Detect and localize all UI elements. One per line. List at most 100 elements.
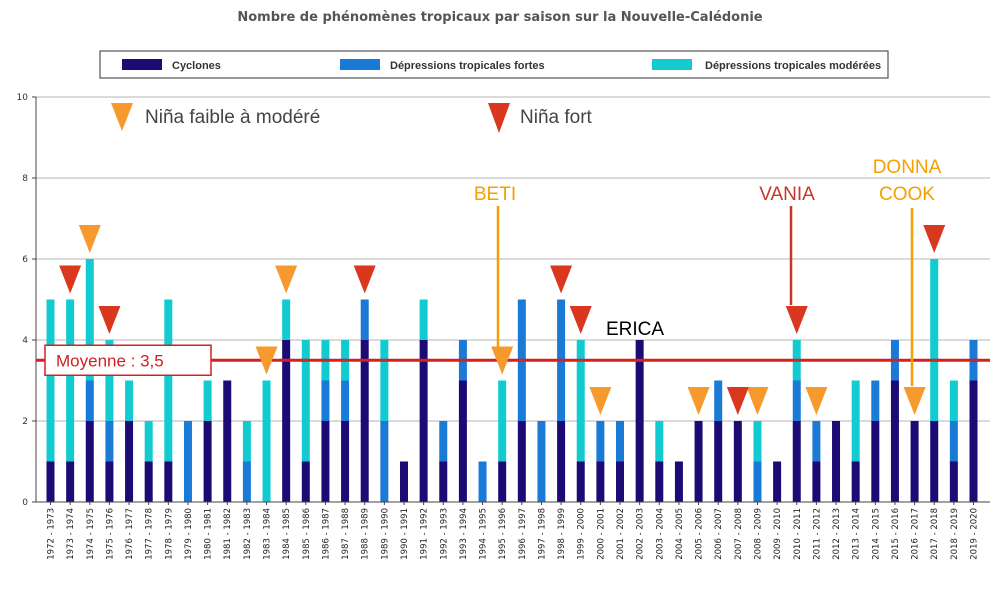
bar-segment-series-0 xyxy=(910,421,919,502)
nina-fort-marker xyxy=(569,306,592,334)
x-tick-label: 1998 - 1999 xyxy=(557,508,567,560)
bar-segment-series-0 xyxy=(635,340,644,502)
mean-label: Moyenne : 3,5 xyxy=(56,351,164,370)
bar-segment-series-0 xyxy=(223,380,232,502)
bar-segment-series-0 xyxy=(890,380,899,502)
nina-fort-marker xyxy=(785,306,808,334)
bar-segment-series-0 xyxy=(341,421,350,502)
nina-markers xyxy=(59,225,946,415)
y-tick-label: 6 xyxy=(22,255,28,265)
bar-segment-series-2 xyxy=(930,259,939,421)
bar-segment-series-2 xyxy=(262,380,271,502)
legend-swatch-fortes xyxy=(340,59,380,70)
bar-segment-series-1 xyxy=(871,380,880,421)
bar-segment-series-2 xyxy=(46,299,55,462)
y-tick-label: 8 xyxy=(22,174,28,184)
x-tick-label: 1994 - 1995 xyxy=(479,508,489,560)
erica-label: ERICA xyxy=(606,319,664,340)
bar-segment-series-2 xyxy=(66,299,75,462)
nina-legend: Niña faible à modéré Niña fort xyxy=(111,103,593,133)
mean-annotation: Moyenne : 3,5 xyxy=(36,344,990,376)
x-tick-label: 2017 - 2018 xyxy=(930,508,940,560)
x-tick-label: 2001 - 2002 xyxy=(616,508,626,560)
bar-segment-series-0 xyxy=(282,340,291,502)
x-tick-label: 1991 - 1992 xyxy=(420,508,430,560)
nina-faible-marker xyxy=(805,387,828,415)
bar-segment-series-0 xyxy=(949,461,958,502)
bar-segment-series-1 xyxy=(242,461,251,502)
bar-segment-series-1 xyxy=(439,421,448,462)
bar-segment-series-0 xyxy=(773,461,782,502)
x-tick-label: 1979 - 1980 xyxy=(184,508,194,560)
nina-fort-marker xyxy=(353,265,376,294)
nina-fort-marker xyxy=(59,265,82,294)
bar-segment-series-0 xyxy=(694,421,703,502)
x-tick-label: 1978 - 1979 xyxy=(164,508,174,560)
bar-segment-series-0 xyxy=(557,421,566,502)
x-tick-label: 1990 - 1991 xyxy=(400,508,410,560)
x-tick-label: 1983 - 1984 xyxy=(263,508,273,560)
bar-segment-series-1 xyxy=(321,380,330,421)
mean-label-box xyxy=(44,344,212,376)
bar-segment-series-2 xyxy=(380,340,389,421)
bar-segment-series-2 xyxy=(85,259,94,381)
x-tick-label: 2015 - 2016 xyxy=(891,508,901,560)
nina-fort-legend-icon xyxy=(488,103,510,133)
x-tick-label: 2018 - 2019 xyxy=(950,508,960,560)
vania-label: VANIA xyxy=(759,184,815,205)
legend-frame xyxy=(99,50,889,79)
bar-segment-series-1 xyxy=(537,421,546,502)
bar-segment-series-0 xyxy=(360,340,369,502)
x-tick-label: 2013 - 2014 xyxy=(852,508,862,560)
nina-fort-marker xyxy=(923,225,946,253)
bar-segment-series-0 xyxy=(125,421,134,502)
bar-segment-series-2 xyxy=(301,340,310,462)
x-tick-label: 2000 - 2001 xyxy=(596,508,606,560)
bar-segment-series-2 xyxy=(105,340,114,421)
bar-segment-series-0 xyxy=(66,461,75,502)
legend-label-fortes: Dépressions tropicales fortes xyxy=(390,60,545,72)
bar-segment-series-1 xyxy=(792,380,801,421)
beti-label: BETI xyxy=(474,184,516,205)
y-tick-labels: 0 2 4 6 8 10 xyxy=(17,93,36,508)
bar-segment-series-0 xyxy=(674,461,683,502)
y-tick-label: 0 xyxy=(22,498,28,508)
bar-segment-series-1 xyxy=(753,461,762,502)
y-tick-label: 2 xyxy=(22,417,28,427)
bar-segment-series-0 xyxy=(655,461,664,502)
x-tick-label: 2002 - 2003 xyxy=(636,508,646,560)
x-tick-label: 1977 - 1978 xyxy=(145,508,155,560)
bar-segment-series-1 xyxy=(380,421,389,502)
bar-segment-series-0 xyxy=(498,461,507,502)
nina-fort-marker xyxy=(726,387,749,415)
legend-swatch-moderees xyxy=(652,59,692,70)
bar-segment-series-0 xyxy=(85,421,94,502)
bar-segment-series-0 xyxy=(969,380,978,502)
bar-segment-series-0 xyxy=(203,421,212,502)
bar-segment-series-0 xyxy=(812,461,821,502)
bar-segment-series-2 xyxy=(144,421,153,462)
bar-segment-series-0 xyxy=(832,421,841,502)
x-tick-label: 2007 - 2008 xyxy=(734,508,744,560)
cook-label: COOK xyxy=(879,184,935,205)
named-events: BETI ERICA VANIA DONNA COOK xyxy=(474,157,942,386)
nina-faible-marker xyxy=(746,387,769,415)
bars xyxy=(46,259,978,502)
x-tick-label: 2006 - 2007 xyxy=(714,508,724,560)
legend-label-moderees: Dépressions tropicales modérées xyxy=(705,60,881,72)
bar-segment-series-0 xyxy=(930,421,939,502)
bar-segment-series-0 xyxy=(733,421,742,502)
x-tick-label: 2011 - 2012 xyxy=(812,508,822,560)
nina-faible-marker xyxy=(687,387,710,415)
y-tick-label: 4 xyxy=(22,336,28,346)
x-tick-label: 2008 - 2009 xyxy=(753,508,763,560)
bar-segment-series-0 xyxy=(851,461,860,502)
x-tick-label: 2016 - 2017 xyxy=(911,508,921,560)
x-tick-label: 1992 - 1993 xyxy=(439,508,449,560)
x-tick-label: 1996 - 1997 xyxy=(518,508,528,560)
chart-legend: Cyclones Dépressions tropicales fortes D… xyxy=(99,50,889,79)
x-tick-label: 1999 - 2000 xyxy=(577,508,587,560)
x-tick-label: 1982 - 1983 xyxy=(243,508,253,560)
x-tick-label: 1975 - 1976 xyxy=(105,508,115,560)
bar-segment-series-2 xyxy=(203,380,212,421)
